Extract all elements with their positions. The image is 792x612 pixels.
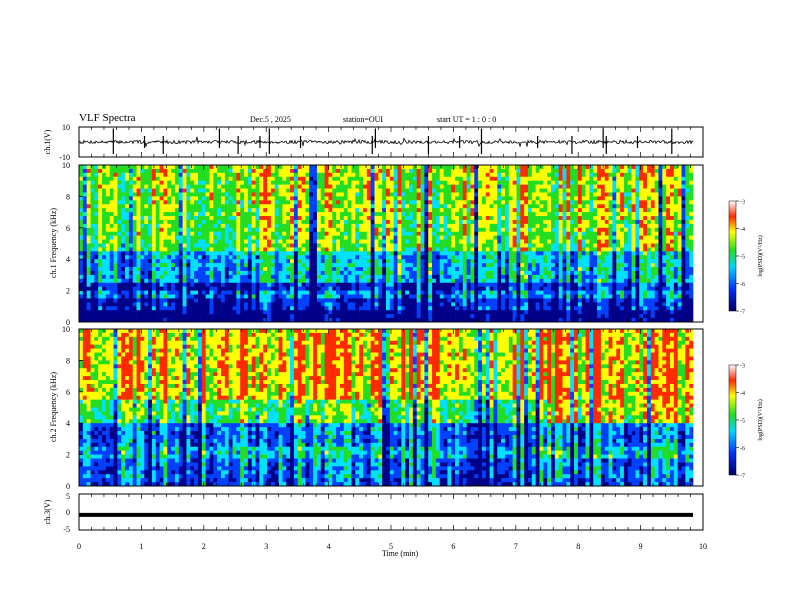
ch2-colorbar-tick: -4 [740,391,745,397]
ch1-spec-ytick: 10 [62,161,70,170]
ch1-ylabel: ch.1(V) [43,129,52,154]
ch2-spec-ytick: 8 [66,356,70,365]
time-tick-label: 8 [576,542,580,551]
ch2-spec-ylabel: ch.2 Frequency (kHz) [49,372,58,442]
ch1-colorbar-label: log(PSD)(V²/Hz) [757,235,764,276]
ch1-spec-ytick: 8 [66,192,70,201]
ch1-colorbar-tick: -5 [740,255,745,261]
ch1-waveform-panel: 10 -10 ch.1(V) [43,123,704,162]
ch2-spec-ytick: 0 [66,482,70,491]
ch1-spectrogram-image [79,165,694,323]
ch2-colorbar-tick: -5 [740,419,745,425]
time-tick-label: 6 [451,542,455,551]
date-label: Dec.5 , 2025 [250,115,291,124]
ch1-colorbar-tick: -6 [740,282,745,288]
time-tick-label: 5 [389,542,393,551]
ch1-spec-ytick: 4 [66,255,70,264]
time-tick-label: 2 [202,542,206,551]
ch2-spec-ytick: 4 [66,419,70,428]
ch1-spec-ylabel: ch.1 Frequency (kHz) [49,208,58,278]
ch2-colorbar-label: log(PSD)(V²/Hz) [757,399,764,440]
ch1-spec-ytick: 6 [66,224,70,233]
ch2-colorbar-tick: -6 [740,446,745,452]
time-tick-label: 4 [327,542,331,551]
ch1-spec-ytick: 2 [66,287,70,296]
ch3-ytick-bottom: -5 [63,525,70,534]
ch2-colorbar-tick: -7 [740,474,745,480]
time-tick-label: 1 [139,542,143,551]
ch3-ylabel: ch.3(V) [43,499,52,524]
time-tick-label: 10 [699,542,707,551]
ch3-ytick-mid: 0 [66,508,70,517]
ch2-spectrogram-image [79,329,694,487]
ch3-ytick-top: 5 [66,492,70,501]
time-tick-label: 3 [264,542,268,551]
ch1-colorbar-tick: -7 [740,310,745,316]
ch3-waveform-panel: 5 0 -5 ch.3(V) [43,492,704,534]
time-tick-label: 9 [639,542,643,551]
ch1-colorbar [728,200,737,312]
ch1-spike-group [112,128,673,154]
ch1-ytick-top: 10 [62,123,70,132]
ch2-colorbar-tick: -3 [740,364,745,370]
time-axis: 0 1 2 3 4 5 6 7 8 9 10 [77,127,707,551]
ch1-spec-ytick: 0 [66,318,70,327]
ch1-waveform-trace [78,136,694,148]
time-axis-label: Time (min) [382,549,419,558]
ch2-spec-ytick: 2 [66,451,70,460]
ch2-colorbar [728,364,737,476]
ch1-colorbar-tick: -3 [740,200,745,206]
ch2-spec-ytick: 10 [62,325,70,334]
ch1-ytick-bottom: -10 [59,153,70,162]
ch3-waveform-frame [78,493,704,531]
figure-title: VLF Spectra [79,112,136,124]
start-time-label: start UT = 1 : 0 : 0 [437,115,497,124]
time-tick-label: 0 [77,542,81,551]
time-tick-label: 7 [514,542,518,551]
ch2-spec-ytick: 6 [66,388,70,397]
station-label: station=OUI [343,115,384,124]
ch1-colorbar-tick: -4 [740,227,745,233]
